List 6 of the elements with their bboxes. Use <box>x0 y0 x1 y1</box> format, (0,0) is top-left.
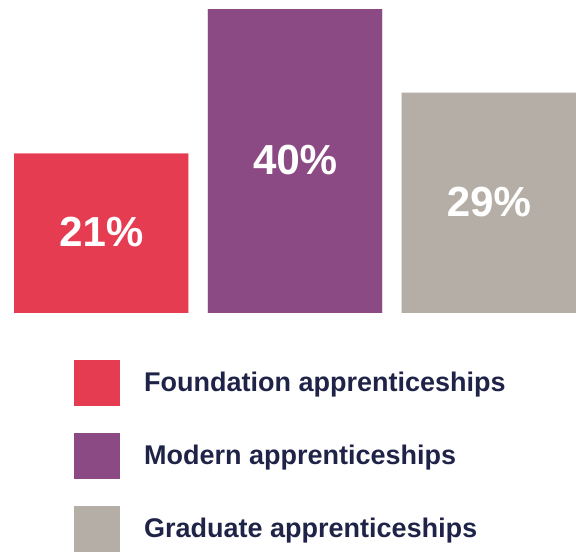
data-label: 21% <box>59 208 144 256</box>
legend-label: Graduate apprenticeships <box>144 513 478 543</box>
data-label: 29% <box>446 178 531 225</box>
legend-label: Foundation apprenticeships <box>144 367 506 397</box>
data-label: 40% <box>252 136 338 183</box>
legend-label: Modern apprenticeships <box>144 440 456 470</box>
